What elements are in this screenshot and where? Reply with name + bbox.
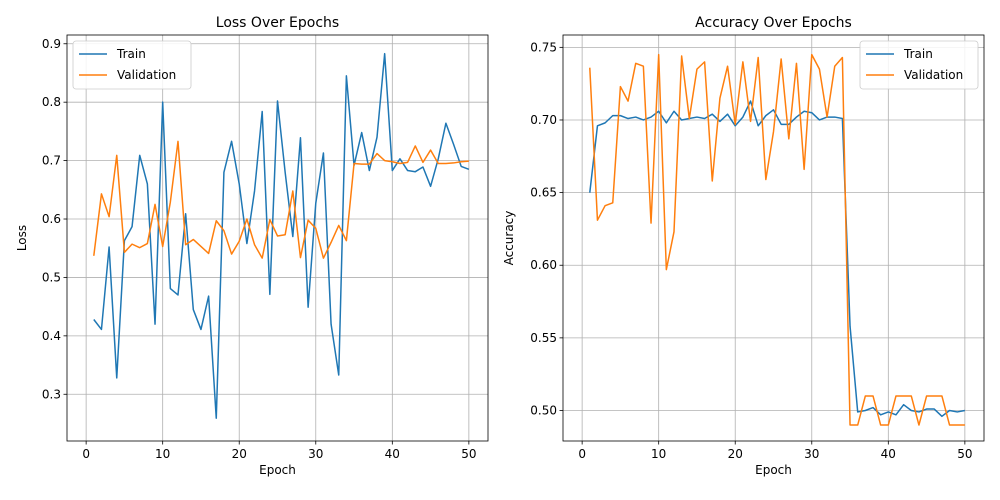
x-tick-label: 40 bbox=[385, 447, 400, 461]
y-tick-label: 0.8 bbox=[42, 95, 61, 109]
plot-frame bbox=[66, 34, 489, 442]
series-line-validation bbox=[589, 53, 965, 426]
y-tick-label: 0.55 bbox=[530, 331, 557, 345]
legend: Train Validation bbox=[72, 40, 192, 90]
x-tick-label: 10 bbox=[155, 447, 170, 461]
series-line-train bbox=[589, 100, 965, 418]
series-line-validation bbox=[93, 140, 469, 259]
x-tick-label: 50 bbox=[461, 447, 476, 461]
y-tick-label: 0.6 bbox=[42, 212, 61, 226]
x-axis-label: Epoch bbox=[755, 463, 792, 477]
x-tick-label: 0 bbox=[82, 447, 90, 461]
chart-loss: 0 10 20 30 40 50 0.3 0.4 0.5 0.6 0.7 0.8 0.9 Loss Ove… bbox=[15, 15, 489, 477]
x-tick-label: 20 bbox=[232, 447, 247, 461]
plot-frame bbox=[562, 34, 985, 442]
y-tick-label: 0.4 bbox=[42, 329, 61, 343]
x-tick-label: 20 bbox=[728, 447, 743, 461]
chart-title: Loss Over Epochs bbox=[216, 15, 339, 31]
y-tick-label: 0.65 bbox=[530, 186, 557, 200]
legend-label-train: Train bbox=[903, 47, 933, 61]
y-tick-label: 0.7 bbox=[42, 154, 61, 168]
y-axis-label: Loss bbox=[15, 225, 29, 251]
y-tick-label: 0.70 bbox=[530, 113, 557, 127]
y-axis-label: Accuracy bbox=[502, 211, 516, 266]
legend-box bbox=[72, 40, 192, 90]
chart-title: Accuracy Over Epochs bbox=[695, 15, 852, 31]
x-tick-label: 0 bbox=[578, 447, 586, 461]
y-tick-label: 0.3 bbox=[42, 387, 61, 401]
y-tick-label: 0.9 bbox=[42, 37, 61, 51]
y-tick-label: 0.75 bbox=[530, 40, 557, 54]
x-tick-label: 40 bbox=[881, 447, 896, 461]
x-tick-label: 30 bbox=[804, 447, 819, 461]
legend: Train Validation bbox=[859, 40, 979, 90]
legend-box bbox=[859, 40, 979, 90]
y-tick-label: 0.5 bbox=[42, 270, 61, 284]
legend-label-train: Train bbox=[116, 47, 146, 61]
y-tick-label: 0.50 bbox=[530, 403, 557, 417]
x-tick-label: 10 bbox=[651, 447, 666, 461]
legend-label-validation: Validation bbox=[117, 68, 176, 82]
legend-label-validation: Validation bbox=[904, 68, 963, 82]
x-tick-label: 30 bbox=[308, 447, 323, 461]
y-tick-label: 0.60 bbox=[530, 258, 557, 272]
x-tick-label: 50 bbox=[957, 447, 972, 461]
x-axis-label: Epoch bbox=[259, 463, 296, 477]
chart-accuracy: 0 10 20 30 40 50 0.50 0.55 0.60 0.65 0.70 0.75 Accur… bbox=[502, 15, 985, 477]
series-line-train bbox=[93, 52, 470, 419]
